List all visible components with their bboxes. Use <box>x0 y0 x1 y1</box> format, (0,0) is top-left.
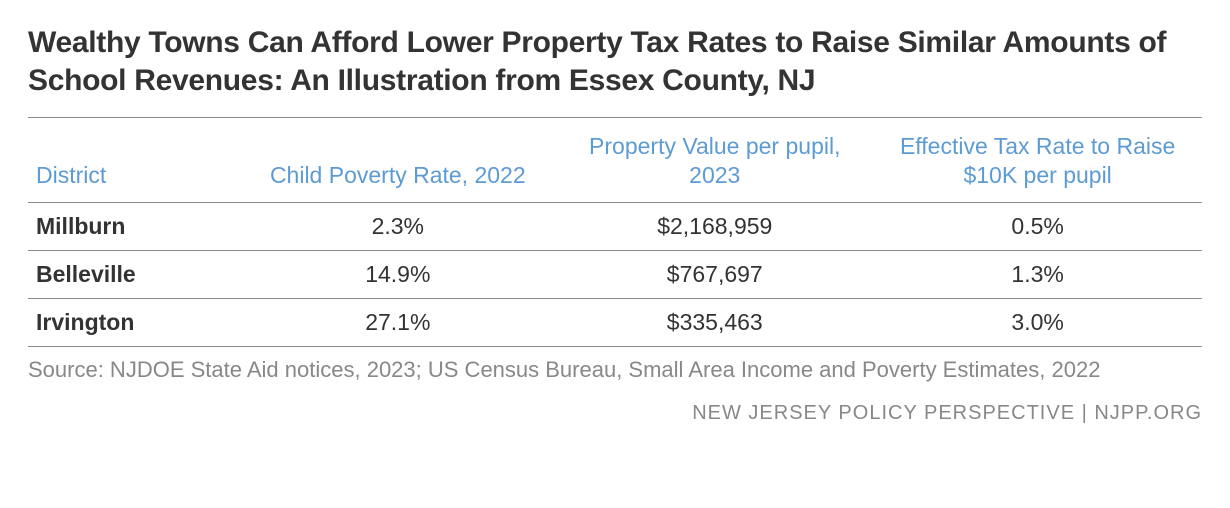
chart-title: Wealthy Towns Can Afford Lower Property … <box>28 24 1202 99</box>
col-header-district: District <box>28 118 239 203</box>
cell-poverty: 27.1% <box>239 298 556 346</box>
data-table: District Child Poverty Rate, 2022 Proper… <box>28 117 1202 347</box>
cell-propval: $335,463 <box>556 298 873 346</box>
cell-propval: $2,168,959 <box>556 202 873 250</box>
cell-district: Belleville <box>28 250 239 298</box>
source-note: Source: NJDOE State Aid notices, 2023; U… <box>28 355 1202 385</box>
cell-district: Millburn <box>28 202 239 250</box>
col-header-propval: Property Value per pupil, 2023 <box>556 118 873 203</box>
attribution: NEW JERSEY POLICY PERSPECTIVE | NJPP.ORG <box>28 402 1202 425</box>
table-row: Millburn 2.3% $2,168,959 0.5% <box>28 202 1202 250</box>
table-header-row: District Child Poverty Rate, 2022 Proper… <box>28 118 1202 203</box>
cell-taxrate: 3.0% <box>873 298 1202 346</box>
cell-propval: $767,697 <box>556 250 873 298</box>
cell-taxrate: 1.3% <box>873 250 1202 298</box>
table-row: Belleville 14.9% $767,697 1.3% <box>28 250 1202 298</box>
col-header-poverty: Child Poverty Rate, 2022 <box>239 118 556 203</box>
cell-taxrate: 0.5% <box>873 202 1202 250</box>
cell-poverty: 2.3% <box>239 202 556 250</box>
cell-district: Irvington <box>28 298 239 346</box>
col-header-taxrate: Effective Tax Rate to Raise $10K per pup… <box>873 118 1202 203</box>
table-row: Irvington 27.1% $335,463 3.0% <box>28 298 1202 346</box>
cell-poverty: 14.9% <box>239 250 556 298</box>
